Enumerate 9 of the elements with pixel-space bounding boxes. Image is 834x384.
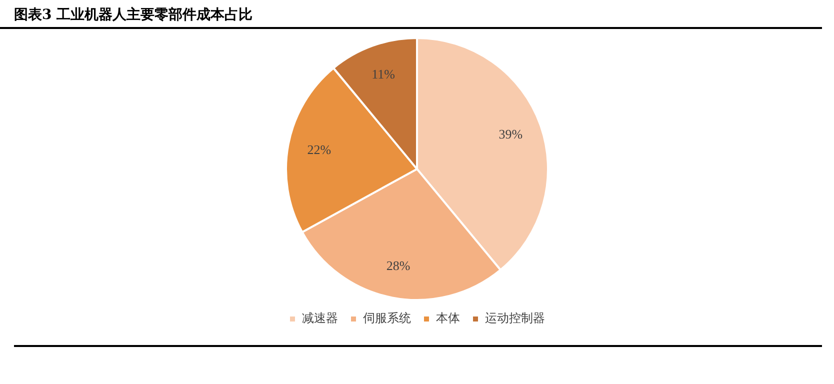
legend-label: 伺服系统: [363, 311, 411, 326]
data-label: 39%: [498, 126, 523, 142]
data-label: 28%: [386, 258, 410, 274]
legend-label: 运动控制器: [485, 311, 545, 326]
data-label: 22%: [307, 142, 332, 157]
legend-label: 本体: [436, 311, 460, 326]
legend-label: 减速器: [302, 311, 338, 326]
text: 图表3 工业机器人主要零部件成本占比: [0, 0, 822, 29]
data-label: 11%: [372, 66, 396, 82]
